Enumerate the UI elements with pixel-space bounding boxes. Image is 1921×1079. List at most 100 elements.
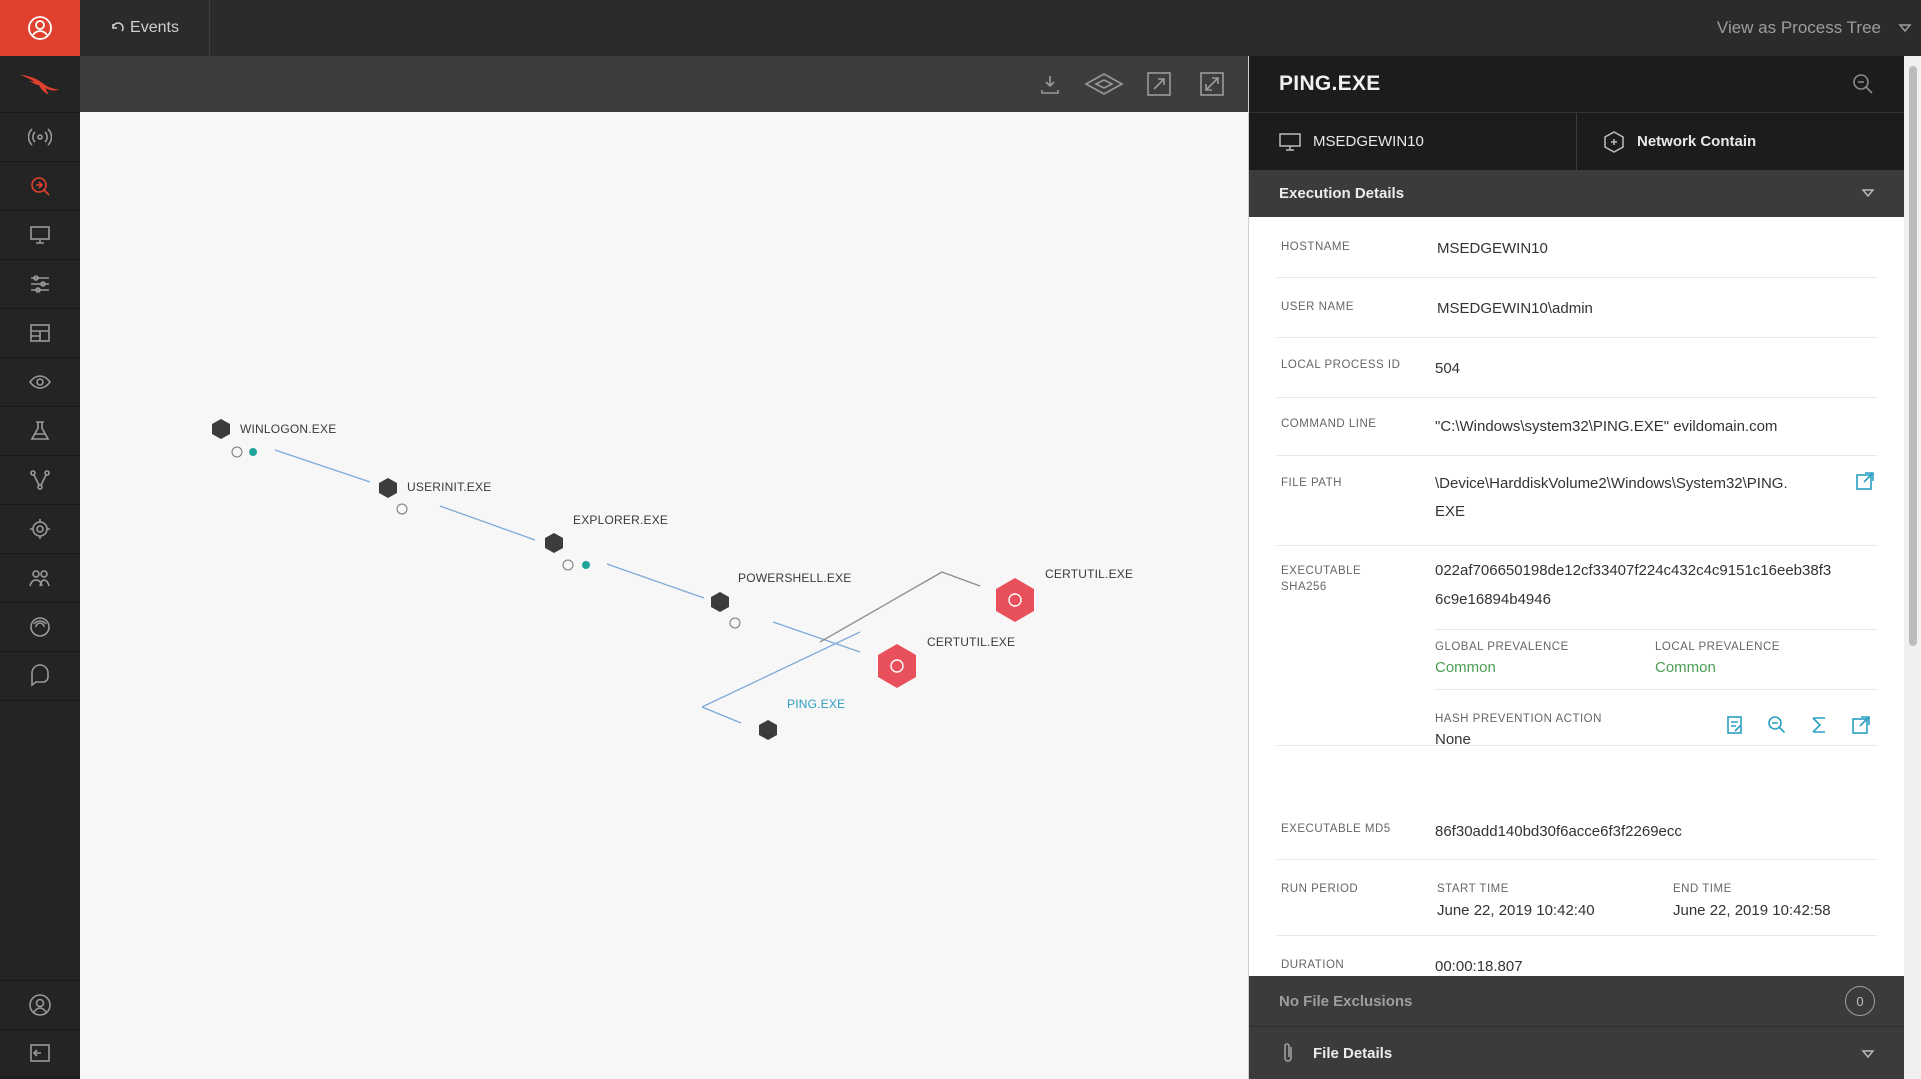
rail-activity[interactable] [0, 113, 80, 162]
download-icon [1041, 76, 1059, 94]
node-userinit[interactable] [379, 478, 408, 515]
node-label: CERTUTIL.EXE [1045, 567, 1134, 581]
execution-details-header[interactable]: Execution Details [1249, 170, 1905, 217]
field-key: EXECUTABLE [1281, 565, 1362, 577]
rail-account[interactable] [0, 980, 80, 1030]
hash-search-button[interactable] [1767, 715, 1787, 740]
investigate-icon [31, 177, 50, 196]
network-contain-button[interactable]: Network Contain [1577, 113, 1905, 170]
node-explorer[interactable] [545, 533, 590, 571]
edge-certutil2 [941, 571, 981, 587]
file-details-header[interactable]: File Details [1249, 1027, 1905, 1079]
field-value: MSEDGEWIN10 [1437, 240, 1548, 257]
top-bar: Events View as Process Tree [80, 0, 1921, 56]
field-key: RUN PERIOD [1281, 883, 1359, 895]
row-hostname: HOSTNAME MSEDGEWIN10 [1277, 217, 1877, 278]
rail-users[interactable] [0, 554, 80, 603]
view-as-process-tree-button[interactable]: View as Process Tree [1717, 0, 1881, 56]
rail-lab[interactable] [0, 407, 80, 456]
back-to-events-button[interactable]: Events [80, 0, 210, 56]
field-key: LOCAL PREVALENCE [1655, 641, 1780, 653]
rail-dashboards[interactable] [0, 309, 80, 358]
falcon-logo[interactable] [0, 56, 80, 113]
graph-icon [30, 470, 50, 490]
edge-explorer-powershell [606, 563, 705, 599]
dashboards-icon [30, 324, 50, 342]
search-icon[interactable] [1851, 72, 1875, 96]
node-certutil-2[interactable] [878, 644, 916, 688]
details-panel: PING.EXE MSEDGEWIN10 Network Contain Exe… [1248, 56, 1905, 1079]
panel-tabs: MSEDGEWIN10 Network Contain [1249, 112, 1905, 170]
rail-graph[interactable] [0, 456, 80, 505]
rail-logout[interactable] [0, 1029, 80, 1078]
user-menu-button[interactable] [0, 0, 80, 56]
external-link-icon [1856, 472, 1874, 490]
row-username: USER NAME MSEDGEWIN10\admin [1277, 277, 1877, 338]
spotlight-icon [30, 617, 50, 637]
rail-hosts[interactable] [0, 211, 80, 260]
search-icon [1768, 716, 1786, 734]
host-tab-label: MSEDGEWIN10 [1313, 133, 1424, 150]
field-key: START TIME [1437, 883, 1509, 895]
field-value: 022af706650198de12cf33407f224c432c4c9151… [1435, 562, 1832, 579]
row-duration: DURATION 00:00:18.807 [1277, 935, 1877, 995]
expand-icon [1200, 72, 1224, 96]
edit-hash-button[interactable] [1725, 715, 1745, 740]
node-label: CERTUTIL.EXE [927, 635, 1016, 649]
node-label: POWERSHELL.EXE [738, 571, 852, 585]
hash-external-button[interactable] [1851, 715, 1871, 740]
left-nav-rail [0, 0, 80, 1079]
rail-spotlight[interactable] [0, 603, 80, 652]
node-label: WINLOGON.EXE [240, 422, 337, 436]
field-value: 00:00:18.807 [1435, 958, 1523, 975]
external-link-icon [1852, 716, 1870, 734]
field-key: GLOBAL PREVALENCE [1435, 641, 1569, 653]
global-prevalence-value: Common [1435, 659, 1496, 676]
rail-intelligence[interactable] [0, 505, 80, 554]
process-graph[interactable]: WINLOGON.EXE USERINIT.EXE EXPLORER.EXE P… [80, 112, 1248, 1079]
file-details-label: File Details [1313, 1045, 1393, 1062]
node-label: USERINIT.EXE [407, 480, 492, 494]
rail-configuration[interactable] [0, 260, 80, 309]
node-ping[interactable] [759, 720, 777, 740]
field-value: 86f30add140bd30f6acce6f3f2269ecc [1435, 823, 1682, 840]
fit-to-screen-button[interactable] [1145, 70, 1173, 98]
fit-icon [1147, 72, 1171, 96]
field-key: FILE PATH [1281, 477, 1342, 489]
edge-powershell-certutil [772, 621, 861, 653]
rail-investigate[interactable] [0, 162, 80, 211]
node-winlogon[interactable] [212, 419, 257, 458]
no-file-exclusions-row[interactable]: No File Exclusions 0 [1249, 976, 1905, 1027]
node-certutil-1[interactable] [996, 578, 1034, 622]
intelligence-icon [30, 519, 50, 539]
scrollbar-thumb[interactable] [1909, 66, 1917, 646]
open-external-button[interactable] [1855, 471, 1875, 496]
chevron-down-icon [1861, 189, 1875, 198]
row-run-period: RUN PERIOD START TIME June 22, 2019 10:4… [1277, 859, 1877, 936]
back-label: Events [130, 19, 179, 36]
node-label: EXPLORER.EXE [573, 513, 669, 527]
computer-icon [1279, 132, 1301, 151]
node-powershell[interactable] [711, 592, 741, 629]
download-button[interactable] [1036, 70, 1064, 98]
rail-discover[interactable] [0, 358, 80, 407]
paperclip-icon [1284, 1043, 1292, 1062]
panel-scrollbar[interactable] [1904, 56, 1921, 1079]
host-tab[interactable]: MSEDGEWIN10 [1249, 113, 1577, 170]
hash-action-value: None [1435, 731, 1471, 748]
field-key: EXECUTABLE MD5 [1281, 823, 1391, 835]
cube-view-button[interactable] [1084, 70, 1124, 98]
end-time-value: June 22, 2019 10:42:58 [1673, 902, 1831, 919]
bottom-sections: No File Exclusions 0 File Details [1249, 976, 1905, 1079]
field-value: EXE [1435, 503, 1466, 520]
node-label-selected: PING.EXE [787, 697, 846, 711]
execution-details-label: Execution Details [1279, 185, 1405, 202]
sigma-icon [1812, 717, 1825, 733]
field-value: 504 [1435, 360, 1461, 377]
rail-support[interactable] [0, 652, 80, 701]
chevron-down-icon[interactable] [1897, 20, 1913, 36]
edge-ping-link [701, 631, 861, 708]
expand-button[interactable] [1198, 70, 1226, 98]
panel-header: PING.EXE [1249, 56, 1905, 112]
hash-sigma-button[interactable] [1809, 715, 1829, 740]
